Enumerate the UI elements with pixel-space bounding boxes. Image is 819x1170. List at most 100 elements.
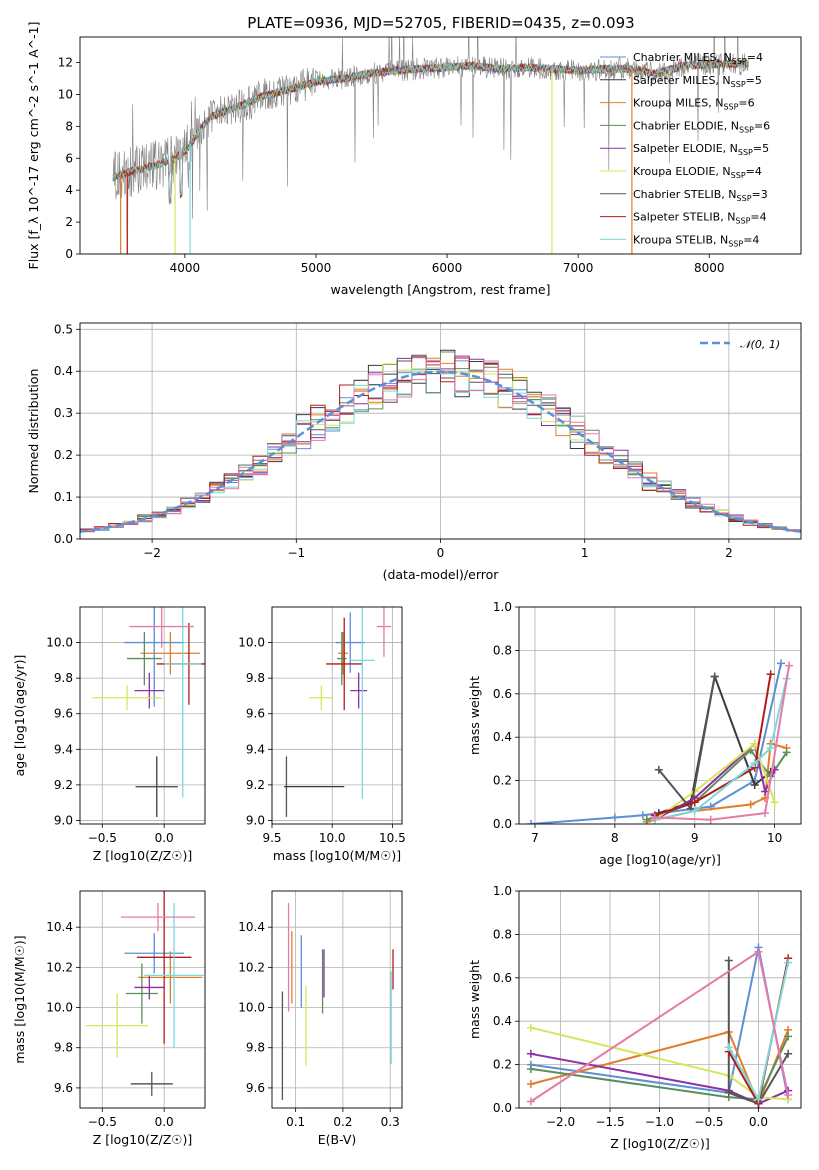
errorbar-point xyxy=(326,617,363,711)
weight-marker xyxy=(777,659,786,668)
weight-marker xyxy=(654,765,663,774)
errorbar-point xyxy=(335,612,365,673)
plot-area xyxy=(284,607,392,817)
weight-marker xyxy=(526,1064,535,1073)
panel-spectrum: 4000 5000 6000 7000 8000 0 2 4 6 8 10 12 wavelength … xyxy=(26,22,802,297)
y-axis-label: age [log10(age/yr)] xyxy=(12,655,27,777)
weight-line xyxy=(530,1026,789,1101)
y-tick-label: 0.4 xyxy=(54,364,73,378)
plot-area xyxy=(86,891,204,1096)
weight-marker xyxy=(526,1097,535,1106)
weight-marker xyxy=(750,780,759,789)
x-tick-label: 9 xyxy=(691,831,699,845)
errorbar-point xyxy=(125,963,158,1024)
y-tick-label: 0 xyxy=(65,247,73,261)
y-axis-label: mass [log10(M/M☉)] xyxy=(12,935,27,1063)
x-tick-label: −1.0 xyxy=(645,1115,674,1129)
weight-marker xyxy=(650,813,659,822)
y-tick-label: 9.8 xyxy=(246,671,265,685)
x-tick-label: 0.3 xyxy=(381,1115,400,1129)
y-tick-label: 9.0 xyxy=(246,813,265,827)
errorbar-point xyxy=(140,631,201,675)
x-tick-label: 7 xyxy=(531,831,539,845)
x-tick-label: 8 xyxy=(611,831,619,845)
y-axis-label: mass weight xyxy=(467,960,482,1039)
y-tick-label: 0.4 xyxy=(493,1014,512,1028)
weight-line xyxy=(654,665,790,821)
weight-marker xyxy=(754,947,763,956)
axes-frame xyxy=(518,606,802,825)
x-tick-label: 0.2 xyxy=(333,1115,352,1129)
errorbar-point xyxy=(138,951,203,1004)
model-spectrum xyxy=(112,59,749,204)
x-tick-label: −0.5 xyxy=(88,831,117,845)
legend-label: Chabrier ELODIE, NSSP=6 xyxy=(633,119,770,134)
x-tick-label: 1 xyxy=(581,546,589,560)
y-tick-label: 9.8 xyxy=(54,1041,73,1055)
weight-line xyxy=(654,674,772,817)
errorbar-point xyxy=(86,993,149,1058)
y-tick-label: 0.6 xyxy=(493,687,512,701)
x-axis-label: (data-model)/error xyxy=(383,567,500,582)
x-axis-label: age [log10(age/yr)] xyxy=(599,852,721,867)
y-tick-label: 0.0 xyxy=(493,1101,512,1115)
legend-label: Kroupa ELODIE, NSSP=4 xyxy=(633,165,762,180)
plot-area xyxy=(112,37,749,254)
legend-label: Salpeter STELIB, NSSP=4 xyxy=(633,211,767,226)
y-tick-label: 0.3 xyxy=(54,406,73,420)
panel-mass-vs-Z: −0.5 0.0 9.6 9.8 10.0 10.2 10.4 Z [log10(Z/Z☉)]… xyxy=(12,890,206,1147)
weight-marker xyxy=(766,670,775,679)
panel-age-vs-mass: 9.5 10.0 10.5 9.0 9.2 9.4 9.6 9.8 10.0 mass [log1… xyxy=(238,606,406,863)
y-tick-label: 10 xyxy=(58,87,73,101)
y-tick-label: 12 xyxy=(58,56,73,70)
weight-line xyxy=(530,1052,789,1105)
weight-marker xyxy=(746,800,755,809)
x-tick-label: −2.0 xyxy=(546,1115,575,1129)
plot-area xyxy=(92,607,205,817)
plot-area xyxy=(281,903,394,1100)
weight-marker xyxy=(724,956,733,965)
y-tick-label: 0.8 xyxy=(493,927,512,941)
x-tick-label: 4000 xyxy=(170,261,201,275)
x-tick-label: 0.0 xyxy=(155,1115,174,1129)
y-tick-label: 0.8 xyxy=(493,643,512,657)
y-tick-label: 10.0 xyxy=(46,636,73,650)
y-tick-label: 0.0 xyxy=(493,817,512,831)
axes-frame xyxy=(79,36,802,255)
y-tick-label: 10.0 xyxy=(46,1001,73,1015)
x-axis-label: Z [log10(Z/Z☉)] xyxy=(610,1136,710,1151)
x-tick-label: −1 xyxy=(287,546,305,560)
x-axis-label: Z [log10(Z/Z☉)] xyxy=(93,1132,193,1147)
legend-label: Salpeter ELODIE, NSSP=5 xyxy=(633,142,769,157)
x-tick-label: 6000 xyxy=(432,261,463,275)
axes-frame xyxy=(271,606,403,825)
panel-residuals: −2 −1 0 1 2 0.0 0.1 0.2 0.3 0.4 0.5 (data-model)/er… xyxy=(26,322,802,582)
weight-marker xyxy=(785,661,794,670)
errorbar-point xyxy=(124,607,184,707)
weight-marker xyxy=(638,811,647,820)
weight-marker xyxy=(761,809,770,818)
weight-marker xyxy=(750,759,759,768)
x-tick-label: 9.5 xyxy=(262,831,281,845)
y-tick-label: 9.8 xyxy=(54,671,73,685)
y-tick-label: 0.2 xyxy=(54,448,73,462)
y-tick-label: 1.0 xyxy=(493,884,512,898)
y-tick-label: 8 xyxy=(65,119,73,133)
legend-label: Kroupa STELIB, NSSP=4 xyxy=(633,233,759,248)
errorbar-point xyxy=(350,607,375,800)
y-tick-label: 9.6 xyxy=(54,1081,73,1095)
weight-marker xyxy=(526,1080,535,1089)
weight-marker xyxy=(526,1049,535,1058)
weight-marker xyxy=(526,1023,535,1032)
gaussian-curve xyxy=(80,370,801,533)
y-tick-label: 9.8 xyxy=(246,1041,265,1055)
weight-marker xyxy=(642,815,651,824)
y-tick-label: 0.0 xyxy=(54,532,73,546)
y-tick-label: 10.2 xyxy=(238,960,265,974)
x-tick-label: −1.5 xyxy=(595,1115,624,1129)
weight-marker xyxy=(724,1043,733,1052)
legend-label: Chabrier STELIB, NSSP=3 xyxy=(633,188,768,203)
y-tick-label: 2 xyxy=(65,215,73,229)
y-tick-label: 9.4 xyxy=(54,742,73,756)
